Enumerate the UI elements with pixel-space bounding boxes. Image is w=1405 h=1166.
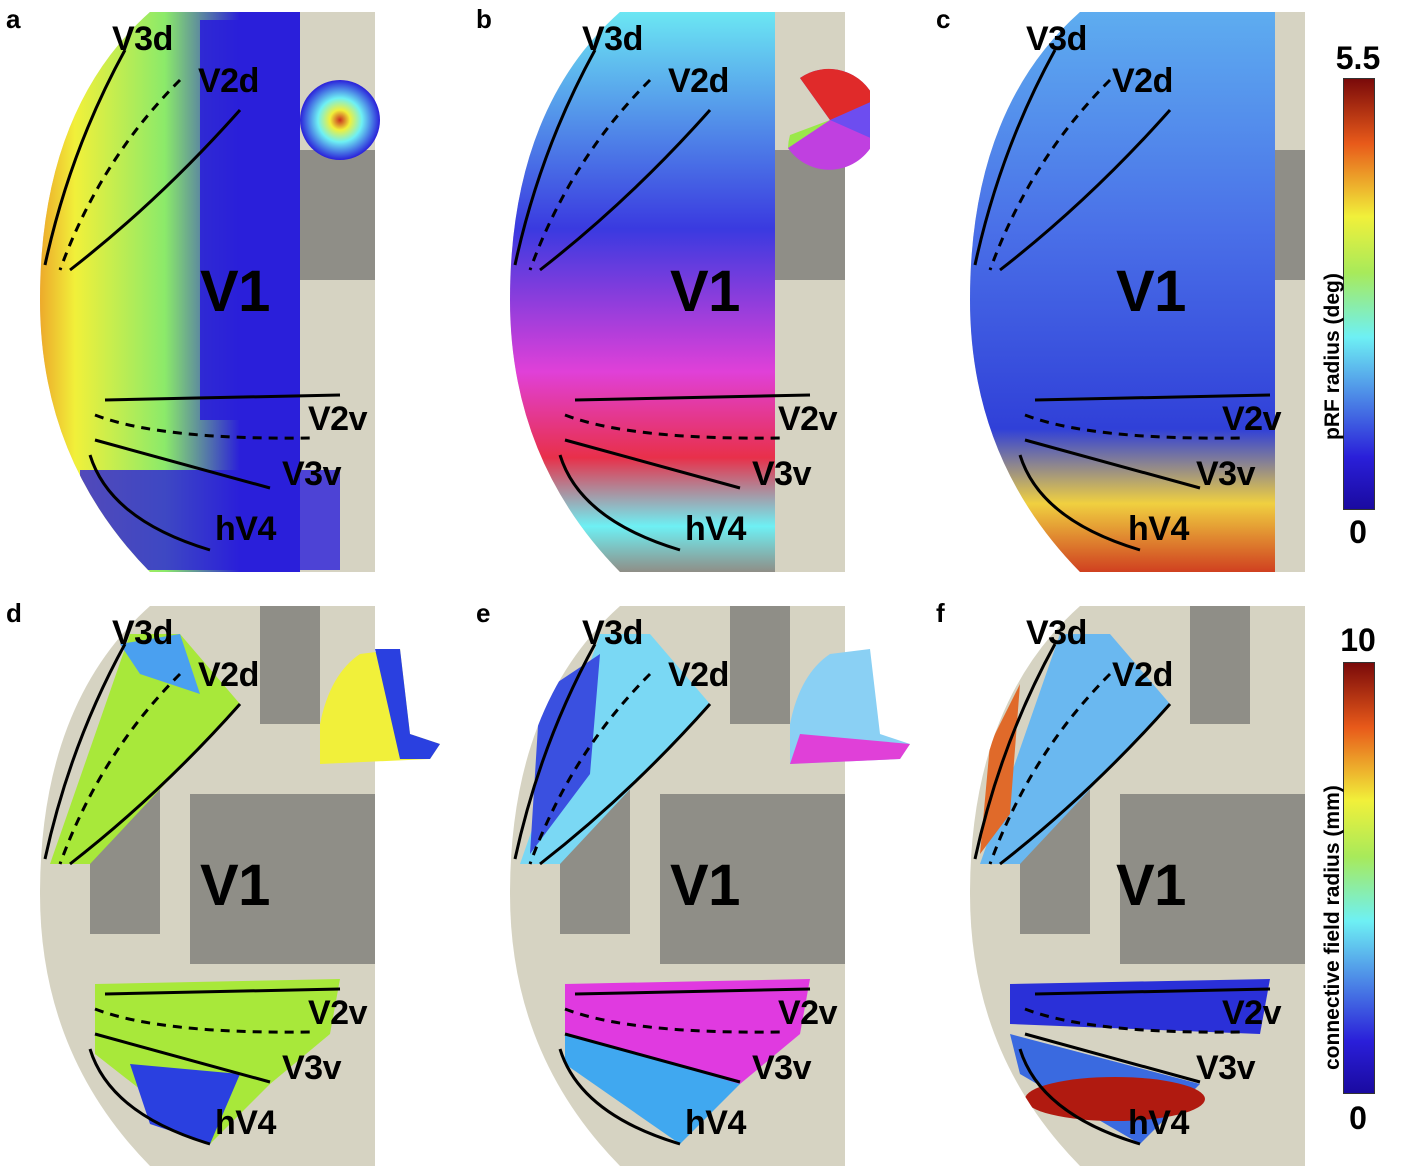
label-v2v: V2v — [778, 400, 838, 438]
inset-map-icon — [790, 649, 910, 764]
colorbar-cf: 10 0 connective field radius (mm) — [1315, 622, 1405, 1142]
colorbar-max: 5.5 — [1335, 40, 1381, 76]
panel-d: d V3d V2d V1 V2v V3v hV4 — [0, 594, 440, 1166]
label-v2d: V2d — [198, 62, 259, 100]
label-v1: V1 — [200, 853, 270, 918]
panel-e: e V3d V2d V1 V2v V3v hV4 — [470, 594, 910, 1166]
cortex-map — [510, 606, 910, 1166]
eccentricity-legend-icon — [300, 80, 380, 160]
label-v3v: V3v — [752, 1049, 812, 1087]
colorbar-gradient — [1343, 662, 1375, 1094]
label-v2v: V2v — [308, 994, 368, 1032]
label-v1: V1 — [670, 259, 740, 324]
colorbar-min: 0 — [1349, 1100, 1367, 1136]
cortex-map — [970, 12, 1305, 572]
colorbar-max: 10 — [1340, 622, 1376, 658]
label-v3v: V3v — [1196, 1049, 1256, 1087]
label-v3d: V3d — [112, 614, 173, 652]
label-v3d: V3d — [1026, 614, 1087, 652]
label-v3d: V3d — [582, 614, 643, 652]
label-v2d: V2d — [1112, 62, 1173, 100]
label-v1: V1 — [1116, 259, 1186, 324]
label-v1: V1 — [1116, 853, 1186, 918]
label-v1: V1 — [670, 853, 740, 918]
panel-a: a V3d V2d V1 V2v V3v hV4 — [0, 0, 400, 572]
polar-angle-legend-icon — [788, 68, 870, 170]
label-v2d: V2d — [668, 656, 729, 694]
colorbar-title: pRF radius (deg) — [1321, 273, 1344, 440]
label-v3v: V3v — [282, 455, 342, 493]
cortex-map — [970, 606, 1305, 1166]
colorbar-min: 0 — [1349, 514, 1367, 550]
colorbar-title: connective field radius (mm) — [1321, 785, 1344, 1070]
label-v3v: V3v — [1196, 455, 1256, 493]
label-v3v: V3v — [282, 1049, 342, 1087]
label-v3d: V3d — [1026, 20, 1087, 58]
cortex-map — [40, 12, 380, 572]
label-v2v: V2v — [1222, 994, 1282, 1032]
panel-label: a — [6, 4, 21, 34]
label-v2v: V2v — [1222, 400, 1282, 438]
label-v2d: V2d — [668, 62, 729, 100]
label-v2v: V2v — [778, 994, 838, 1032]
label-hv4: hV4 — [1128, 1104, 1189, 1142]
panel-label: e — [476, 598, 491, 628]
colorbar-prf: 5.5 0 pRF radius (deg) — [1315, 40, 1405, 550]
cortex-map — [510, 12, 870, 572]
label-v1: V1 — [200, 259, 270, 324]
panel-label: c — [936, 4, 951, 34]
label-v2d: V2d — [198, 656, 259, 694]
label-hv4: hV4 — [215, 510, 276, 548]
panel-f: f V3d V2d V1 V2v V3v hV4 — [930, 594, 1330, 1166]
label-v2d: V2d — [1112, 656, 1173, 694]
panel-c: c V3d V2d V1 V2v V3v hV4 — [930, 0, 1330, 572]
panel-b: b V3d V2d V1 V2v V3v hV4 — [470, 0, 870, 572]
cortex-map — [40, 606, 440, 1166]
panel-label: b — [476, 4, 492, 34]
label-hv4: hV4 — [1128, 510, 1189, 548]
panel-label: d — [6, 598, 22, 628]
label-v3d: V3d — [582, 20, 643, 58]
label-hv4: hV4 — [685, 1104, 746, 1142]
label-v3v: V3v — [752, 455, 812, 493]
label-v2v: V2v — [308, 400, 368, 438]
label-v3d: V3d — [112, 20, 173, 58]
label-hv4: hV4 — [215, 1104, 276, 1142]
colorbar-gradient — [1343, 78, 1375, 510]
panel-label: f — [936, 598, 945, 628]
label-hv4: hV4 — [685, 510, 746, 548]
